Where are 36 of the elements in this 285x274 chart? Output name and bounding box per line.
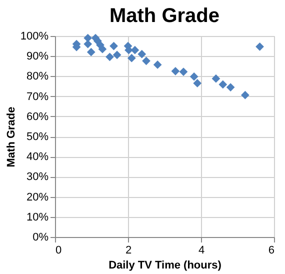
point — [127, 54, 136, 62]
point — [153, 60, 162, 69]
y-tick-label: 60% — [26, 110, 49, 123]
point — [86, 48, 96, 56]
x-tick-label: 4 — [198, 244, 205, 256]
point — [193, 79, 202, 88]
point — [110, 42, 118, 50]
point — [142, 56, 150, 66]
point — [240, 90, 250, 100]
y-tick-label: 40% — [26, 151, 49, 164]
y-tick-label: 30% — [26, 171, 49, 184]
point — [256, 42, 264, 51]
y-tick-label: 70% — [26, 90, 49, 103]
chart-title: Math Grade — [109, 5, 220, 27]
y-tick-label: 50% — [26, 131, 49, 143]
point — [130, 46, 140, 54]
point — [212, 74, 220, 83]
y-tick-label: 20% — [26, 191, 49, 204]
point — [218, 80, 228, 89]
point — [112, 50, 122, 60]
y-tick-label: 10% — [26, 211, 49, 224]
point — [106, 52, 114, 62]
point — [226, 83, 235, 92]
point — [179, 68, 188, 76]
y-axis-title: Math Grade — [5, 106, 18, 168]
point — [190, 72, 198, 81]
x-tick-label: 6 — [268, 244, 274, 256]
y-tick-label: 90% — [26, 50, 49, 63]
x-tick-label: 2 — [125, 244, 132, 256]
y-tick-label: 80% — [26, 70, 49, 83]
point — [138, 50, 146, 58]
y-tick-label: 100% — [20, 30, 49, 42]
point — [171, 66, 180, 76]
x-axis-title: Daily TV Time (hours) — [108, 260, 222, 272]
y-tick-label: 0% — [32, 232, 49, 244]
x-tick-label: 0 — [56, 244, 62, 256]
